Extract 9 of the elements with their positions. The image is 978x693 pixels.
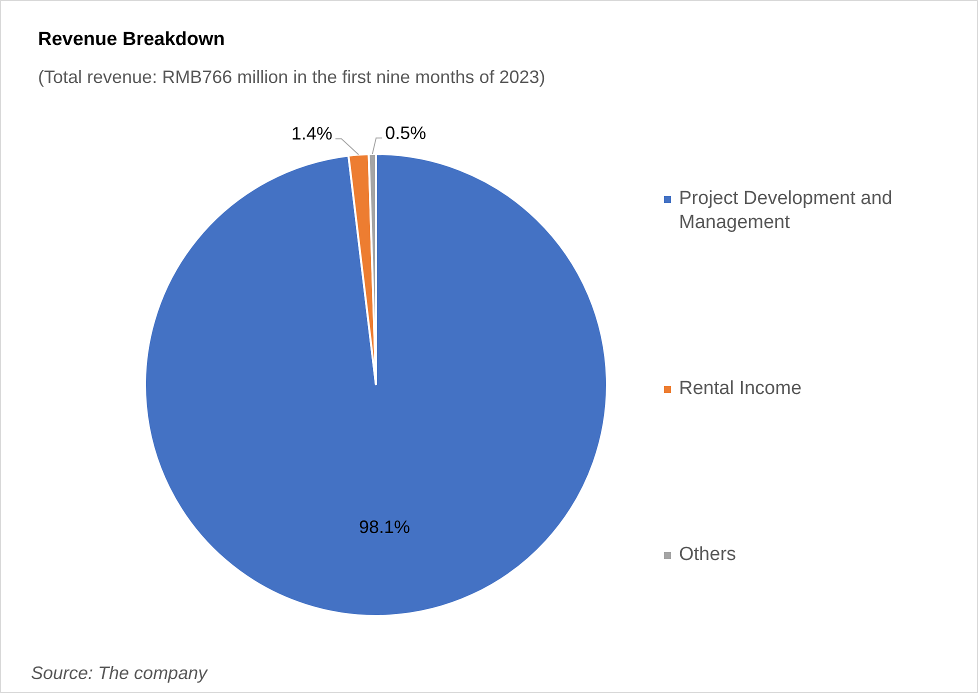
legend-label: Others bbox=[679, 543, 736, 567]
legend-label: Project Development and Management bbox=[679, 187, 894, 235]
legend-label: Rental Income bbox=[679, 377, 802, 401]
chart-title: Revenue Breakdown bbox=[38, 29, 225, 51]
data-label: 98.1% bbox=[359, 516, 410, 537]
source-note: Source: The company bbox=[31, 663, 208, 684]
data-label: 0.5% bbox=[385, 123, 426, 143]
chart-subtitle: (Total revenue: RMB766 million in the first nine months of 2023) bbox=[38, 67, 546, 88]
data-label: 1.4% bbox=[291, 124, 332, 144]
